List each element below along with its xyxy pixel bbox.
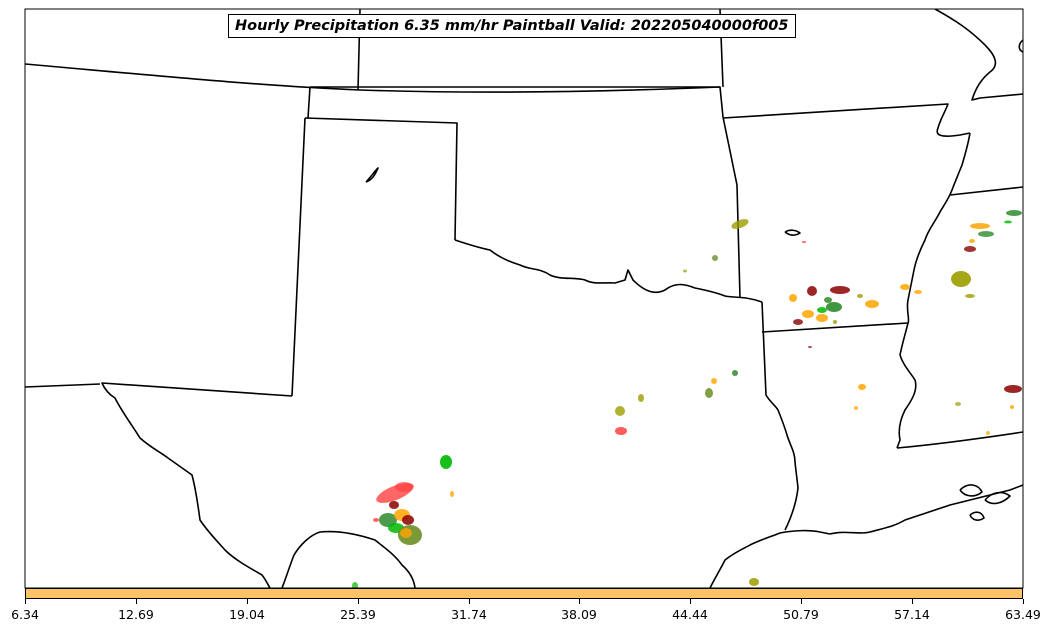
colorbar-tick-label: 38.09 <box>561 607 597 622</box>
map-background <box>25 9 1023 588</box>
precip-blob <box>1010 405 1014 409</box>
precip-blob <box>705 388 713 398</box>
red-river <box>454 239 763 303</box>
precip-blob <box>900 284 910 290</box>
precip-blob <box>749 578 759 586</box>
colorbar-tick <box>469 599 470 604</box>
colorbar-tick-label: 50.79 <box>783 607 819 622</box>
precip-blob <box>395 482 413 492</box>
precip-blob <box>808 346 812 348</box>
colorbar-tick-label: 25.39 <box>340 607 376 622</box>
map-title: Hourly Precipitation 6.35 mm/hr Paintbal… <box>228 14 796 38</box>
missouri-lake <box>784 229 801 236</box>
precip-blob <box>615 427 627 435</box>
precip-blob <box>965 294 975 298</box>
panhandle-lake <box>365 167 379 183</box>
precip-blob <box>807 286 817 296</box>
precip-blob <box>440 455 452 469</box>
colorbar-tick-label: 57.14 <box>894 607 930 622</box>
precip-blob <box>978 231 994 237</box>
precipitation-blobs <box>352 210 1022 588</box>
louisiana-coast-islands <box>959 484 1011 521</box>
state-borders <box>25 9 1023 588</box>
precip-blob <box>712 255 718 261</box>
oklahoma-arkansas-border <box>722 116 741 299</box>
colorbar-tick <box>358 599 359 604</box>
precip-blob <box>389 501 399 509</box>
colorbar-tick <box>136 599 137 604</box>
mississippi-river <box>896 132 971 449</box>
colorbar-tick-label: 44.44 <box>672 607 708 622</box>
precip-blob <box>638 394 644 402</box>
precip-blob <box>854 406 858 410</box>
colorbar-tick-label: 12.69 <box>118 607 154 622</box>
precip-blob <box>914 290 922 294</box>
precip-blob <box>731 219 749 229</box>
precip-blob <box>824 297 832 303</box>
texas-gulf-coast <box>709 529 831 588</box>
precip-blob <box>970 223 990 229</box>
precip-blob <box>951 271 971 287</box>
colorado-nm-border <box>25 383 101 388</box>
precip-blob <box>986 431 990 435</box>
precip-blob <box>402 515 414 525</box>
colorbar-tick-label: 63.49 <box>1005 607 1041 622</box>
tennessee-border <box>949 186 1023 196</box>
colorbar-tick-label: 19.04 <box>229 607 265 622</box>
precip-blob <box>379 513 397 527</box>
colorbar-tick-label: 31.74 <box>451 607 487 622</box>
precip-blob <box>789 294 797 302</box>
missouri-east-border <box>934 9 1023 101</box>
precip-blob <box>969 239 975 243</box>
precip-blob <box>955 402 961 406</box>
colorbar-tick-label: 6.34 <box>11 607 39 622</box>
louisiana-south-border <box>896 431 1023 449</box>
precip-blob <box>826 302 842 312</box>
kansas-north-border <box>25 63 721 93</box>
colorbar <box>25 588 1023 599</box>
precip-blob <box>802 241 806 243</box>
precip-blob <box>817 307 827 313</box>
precip-blob <box>816 314 828 322</box>
precip-blob <box>711 378 717 384</box>
precip-blob <box>615 406 625 416</box>
louisiana-coast <box>829 484 1023 535</box>
precip-blob <box>793 319 803 325</box>
texas-nm-south <box>101 382 293 588</box>
precip-blob <box>833 320 837 324</box>
precip-blob <box>857 294 863 298</box>
texas-panhandle-west <box>291 117 306 397</box>
oklahoma-kansas-border <box>310 86 724 118</box>
precip-blob <box>858 384 866 390</box>
colorbar-tick <box>1023 599 1024 604</box>
precip-blob <box>450 491 454 497</box>
colorbar-tick <box>690 599 691 604</box>
precip-blob <box>732 370 738 376</box>
oklahoma-panhandle <box>304 117 458 241</box>
texas-rio-grande <box>281 530 416 588</box>
precip-blob <box>1004 385 1022 393</box>
precip-blob <box>400 528 412 538</box>
colorbar-tick <box>25 599 26 604</box>
precip-blob <box>1006 210 1022 216</box>
colorbar-tick <box>801 599 802 604</box>
texas-louisiana-border <box>761 301 799 531</box>
arkansas-louisiana-border <box>761 322 909 333</box>
nm-north-border <box>307 86 311 119</box>
precip-blob <box>865 300 879 308</box>
precip-blob <box>1004 220 1012 224</box>
colorbar-tick <box>579 599 580 604</box>
precip-blob <box>830 286 850 294</box>
precip-blob <box>683 269 687 273</box>
colorbar-tick <box>247 599 248 604</box>
precip-blob <box>352 582 358 588</box>
colorbar-tick <box>912 599 913 604</box>
missouri-arkansas-border <box>722 103 971 137</box>
precip-blob <box>964 246 976 252</box>
precip-blob <box>373 518 379 522</box>
lake-michigan-edge <box>1018 39 1023 53</box>
precip-blob <box>802 310 814 318</box>
